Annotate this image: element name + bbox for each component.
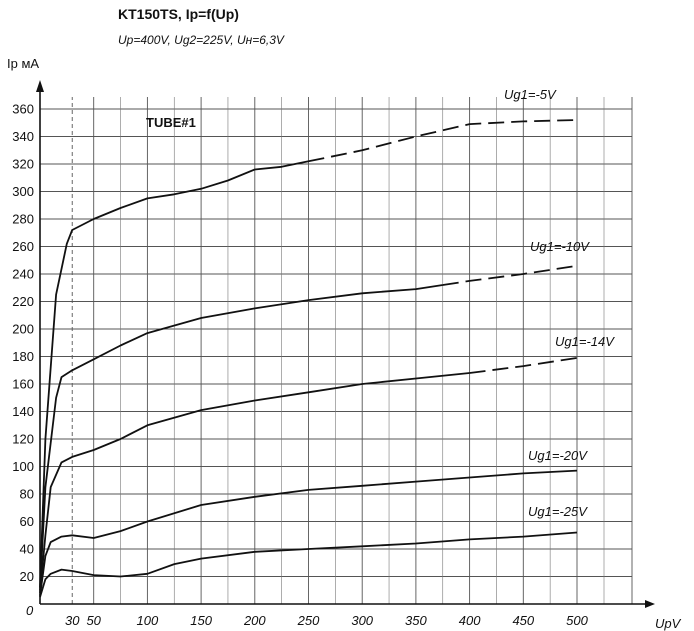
curve-dashed [469, 357, 578, 374]
chart-subtitle: Up=400V, Ug2=225V, Uн=6,3V [118, 33, 284, 47]
y-tick-label: 280 [12, 212, 34, 227]
curve-label: Ug1=-10V [530, 239, 590, 254]
x-tick-label: 400 [459, 613, 481, 628]
curves: Ug1=-5V Ug1=-10V Ug1=-14V Ug1=-20V Ug1=-25V [39, 87, 615, 598]
curve-solid [39, 531, 578, 598]
curve-label: Ug1=-14V [555, 334, 615, 349]
curve-label: Ug1=-20V [528, 448, 588, 463]
axes [36, 80, 655, 608]
x-tick-label: 500 [566, 613, 588, 628]
x-tick-label: 300 [351, 613, 373, 628]
y-tick-label: 220 [12, 294, 34, 309]
curve-solid [39, 372, 470, 594]
y-tick-label: 20 [20, 569, 34, 584]
x-tick-label: 50 [86, 613, 101, 628]
y-tick-label: 140 [12, 404, 34, 419]
origin-label: 0 [26, 603, 34, 618]
tube-annotation: TUBE#1 [146, 115, 196, 130]
x-tick-label: 150 [190, 613, 212, 628]
curve-solid [39, 284, 443, 591]
tick-labels: 20 40 60 80 100 120 140 160 180 200 220 240 260 280 30… [12, 102, 588, 629]
y-tick-label: 240 [12, 267, 34, 282]
y-tick-label: 180 [12, 349, 34, 364]
y-tick-label: 260 [12, 239, 34, 254]
x-axis-label: UpV [655, 616, 682, 631]
y-tick-label: 40 [20, 542, 34, 557]
y-tick-label: 60 [20, 514, 34, 529]
y-tick-label: 160 [12, 377, 34, 392]
y-axis-arrow [36, 80, 44, 92]
y-tick-label: 300 [12, 184, 34, 199]
y-tick-label: 340 [12, 129, 34, 144]
y-tick-label: 120 [12, 432, 34, 447]
chart-title: KT150TS, Ip=f(Up) [118, 6, 239, 22]
y-tick-label: 200 [12, 322, 34, 337]
y-axis-label: Ip мA [7, 56, 39, 71]
x-tick-label: 350 [405, 613, 427, 628]
curve-solid [39, 469, 578, 596]
y-tick-label: 320 [12, 157, 34, 172]
curve-solid [39, 160, 309, 588]
y-tick-label: 360 [12, 102, 34, 117]
curve-label: Ug1=-25V [528, 504, 588, 519]
x-axis-arrow [645, 600, 655, 608]
x-tick-label: 200 [243, 613, 266, 628]
x-tick-label: 450 [512, 613, 534, 628]
x-tick-label: 100 [137, 613, 159, 628]
curve-dashed [442, 264, 578, 286]
y-tick-label: 80 [20, 487, 34, 502]
x-tick-label: 30 [65, 613, 80, 628]
x-tick-label: 250 [297, 613, 320, 628]
grid [40, 97, 633, 604]
y-tick-label: 100 [12, 459, 34, 474]
curve-label: Ug1=-5V [504, 87, 557, 102]
